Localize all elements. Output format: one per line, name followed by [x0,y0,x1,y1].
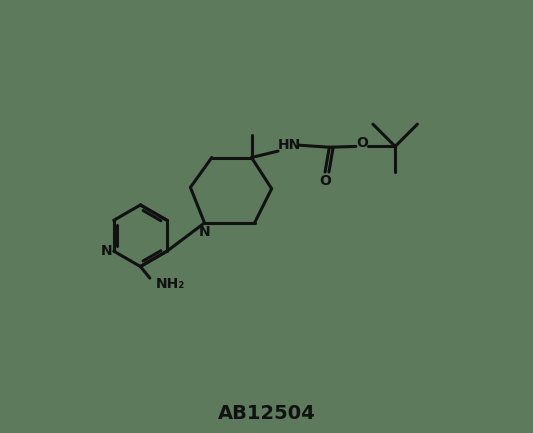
Text: HN: HN [278,138,301,152]
Text: NH₂: NH₂ [156,278,185,291]
Text: AB12504: AB12504 [217,404,316,423]
Text: O: O [357,136,369,150]
Text: N: N [199,225,211,239]
Text: N: N [101,244,112,258]
Text: O: O [319,174,331,188]
